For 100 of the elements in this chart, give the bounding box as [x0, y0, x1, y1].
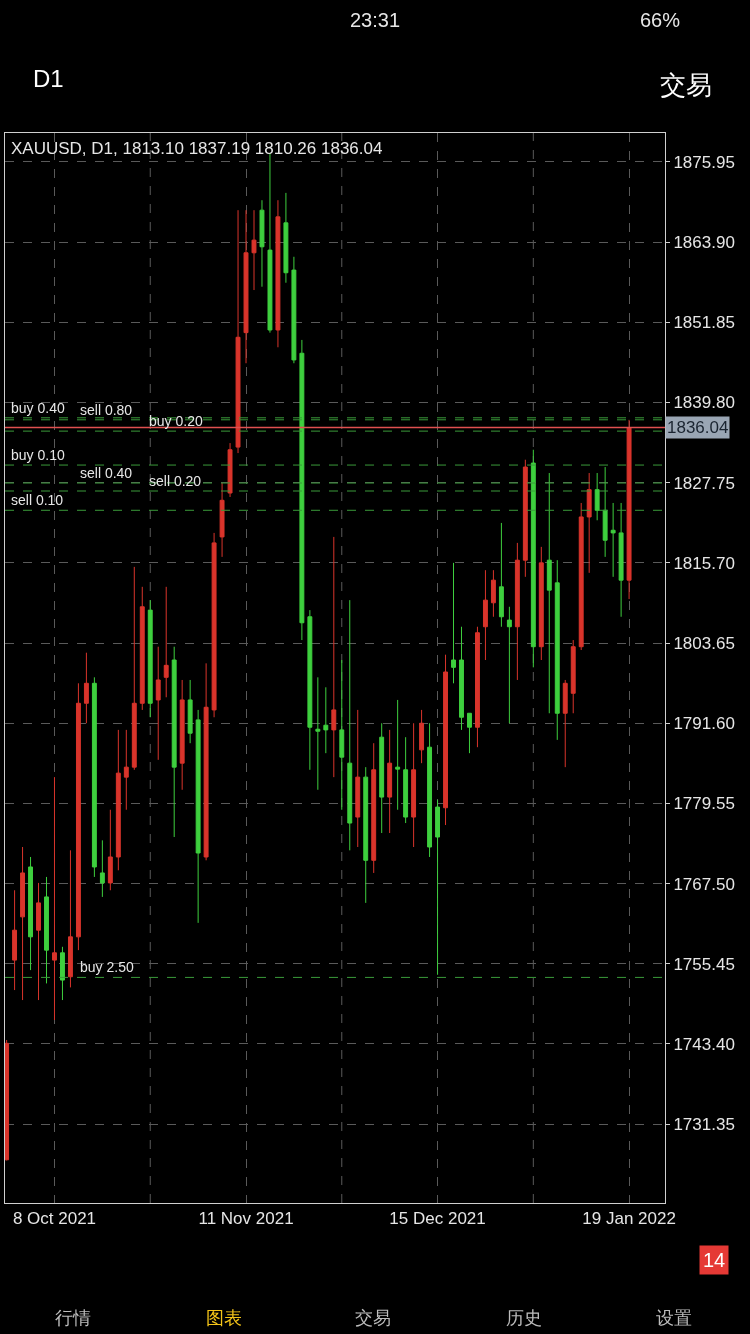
- candlestick: [5, 1039, 10, 1161]
- candlestick: [44, 876, 49, 984]
- ref-line-label: buy 0.10: [11, 447, 65, 463]
- y-tick-label: 1743.40: [673, 1034, 735, 1054]
- candlestick: [514, 542, 520, 681]
- candlestick: [83, 652, 89, 724]
- candlestick: [60, 946, 65, 1001]
- candlestick: [411, 722, 417, 848]
- candlestick: [291, 256, 297, 364]
- candlestick: [554, 559, 560, 741]
- candlestick: [443, 654, 448, 826]
- candlestick: [235, 209, 241, 454]
- candlestick: [219, 482, 225, 558]
- candlestick: [618, 502, 624, 618]
- x-tick-label: 15 Dec 2021: [389, 1209, 486, 1229]
- candlestick: [123, 729, 129, 811]
- candlestick: [227, 442, 233, 498]
- candlestick: [419, 709, 425, 764]
- candlestick: [435, 799, 441, 976]
- candlestick: [355, 709, 361, 848]
- candlestick: [12, 889, 18, 991]
- y-tick-label: 1779.55: [673, 794, 735, 814]
- candlestick: [75, 682, 81, 951]
- candlestick: [395, 699, 401, 811]
- candlestick: [299, 339, 305, 641]
- candlestick: [538, 546, 544, 661]
- candlestick: [578, 502, 584, 651]
- candlestick: [251, 209, 257, 291]
- y-tick-label: 1863.90: [673, 233, 735, 253]
- candlestick: [467, 712, 472, 754]
- candlestick: [283, 192, 289, 284]
- x-tick-label: 19 Jan 2022: [582, 1209, 676, 1229]
- text: 图表: [206, 1308, 242, 1328]
- candlestick: [187, 679, 193, 744]
- ref-line-label: 1836.04: [667, 418, 729, 437]
- candlestick: [115, 729, 121, 871]
- y-tick-label: 1767.50: [673, 874, 735, 894]
- candlestick: [243, 209, 249, 364]
- text: 行情: [55, 1308, 91, 1328]
- candlestick: [562, 679, 568, 768]
- y-tick-label: 1839.80: [673, 393, 735, 413]
- candlestick: [347, 599, 353, 851]
- candlestick: [259, 199, 265, 288]
- candlestick: [427, 722, 433, 858]
- y-tick-label: 1815.70: [673, 553, 735, 573]
- candlestick: [594, 472, 600, 521]
- candlestick: [155, 646, 161, 761]
- ref-line-label: buy 2.50: [80, 959, 134, 975]
- candlestick: [498, 522, 504, 628]
- ref-line-label: buy 0.40: [11, 400, 65, 416]
- candlestick: [275, 199, 281, 348]
- ref-line-label: sell 0.10: [11, 492, 64, 508]
- candlestick: [586, 472, 592, 574]
- ref-line-label: sell 0.80: [80, 402, 133, 418]
- text: 23:31: [350, 9, 401, 31]
- candlestick: [163, 586, 169, 698]
- candlestick: [171, 646, 177, 838]
- candlestick: [490, 569, 496, 618]
- text: 交易: [355, 1308, 391, 1328]
- x-tick-label: 8 Oct 2021: [12, 1209, 97, 1229]
- candlestick: [506, 606, 512, 724]
- candlestick: [131, 566, 137, 771]
- y-tick-label: 1803.65: [673, 634, 735, 653]
- candlestick: [570, 639, 576, 714]
- y-tick-label: 1731.35: [673, 1115, 735, 1135]
- x-tick-label: 11 Nov 2021: [198, 1209, 294, 1229]
- candlestick: [91, 676, 97, 878]
- candlestick: [387, 729, 393, 834]
- text: 14: [703, 1249, 726, 1271]
- candlestick: [99, 839, 105, 898]
- text: D1: [33, 65, 64, 92]
- y-tick-label: 1827.75: [673, 473, 735, 493]
- candlestick: [323, 686, 329, 754]
- candlestick: [546, 472, 552, 714]
- candlestick: [363, 766, 369, 904]
- y-tick-label: 1755.45: [673, 954, 735, 974]
- candlestick: [195, 709, 201, 924]
- candlestick: [36, 882, 41, 1001]
- candlestick: [67, 849, 73, 988]
- y-tick-label: 1791.60: [673, 714, 735, 734]
- y-tick-label: 1851.85: [673, 313, 735, 333]
- candlestick: [52, 776, 57, 1021]
- candlestick: [315, 676, 321, 791]
- candlestick: [179, 679, 185, 791]
- text: 设置: [656, 1308, 692, 1328]
- candlestick: [211, 532, 217, 718]
- candlestick: [267, 152, 273, 334]
- candlestick: [403, 736, 409, 824]
- text: 历史: [506, 1308, 542, 1328]
- candlestick: [482, 569, 488, 661]
- candlestick: [626, 419, 632, 600]
- text: 交易: [660, 70, 712, 100]
- candlestick: [107, 809, 113, 891]
- candlestick: [20, 846, 26, 1001]
- ref-line-label: sell 0.40: [80, 465, 133, 481]
- candlestick: [602, 466, 608, 558]
- ref-line-label: buy 0.20: [149, 413, 203, 429]
- candlestick: [379, 722, 385, 834]
- candlestick: [307, 609, 313, 771]
- candlestick: [451, 562, 456, 684]
